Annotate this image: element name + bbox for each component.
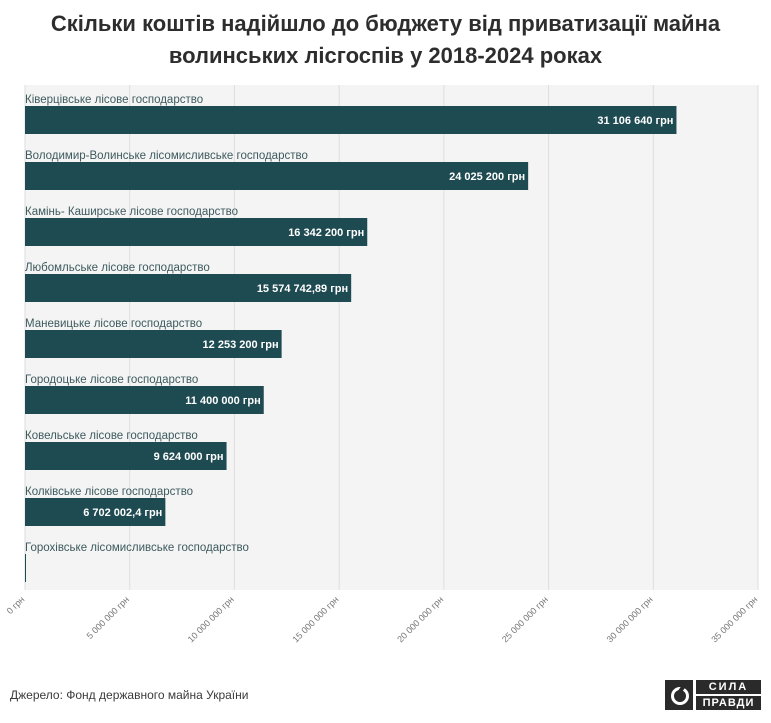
bar — [25, 330, 282, 358]
bar-value-label: 16 342 200 грн — [288, 227, 364, 239]
source-note: Джерело: Фонд державного майна України — [10, 688, 249, 702]
bar-value-label: 11 400 000 грн — [185, 395, 260, 407]
category-label: Городоцьке лісове господарство — [25, 374, 198, 386]
bar-chart: 0 грн 5 000 000 грн 10 000 000 грн 15 000 0… — [5, 85, 759, 644]
bar — [25, 442, 227, 470]
logo-mark-icon — [665, 680, 693, 710]
x-tick-label: 10 000 000 грн — [186, 594, 236, 644]
bar — [25, 162, 529, 190]
category-label: Маневицьке лісове господарство — [25, 318, 202, 330]
category-label: Ківерцівське лісове господарство — [25, 94, 203, 106]
bar — [25, 554, 26, 582]
category-label: Камінь- Каширське лісове господарство — [25, 206, 238, 218]
category-label: Колківське лісове господарство — [25, 486, 193, 498]
x-tick-label: 35 000 000 грн — [709, 594, 759, 644]
x-tick-label: 0 грн — [5, 594, 27, 616]
bar — [25, 218, 368, 246]
bar-value-label: 9 624 000 грн — [154, 451, 224, 463]
bar-value-label: 24 025 200 грн — [449, 171, 525, 183]
category-label: Володимир-Волинське лісомисливське госпо… — [25, 150, 308, 162]
bar-value-label: 6 702 002,4 грн — [83, 507, 162, 519]
brand-logo: СИЛА ПРАВДИ — [665, 680, 761, 710]
bar-value-label: 31 106 640 грн — [597, 115, 673, 127]
bar — [25, 386, 264, 414]
x-tick-label: 20 000 000 грн — [395, 594, 445, 644]
category-label: Горохівське лісомисливське господарство — [25, 542, 249, 554]
logo-word-1: СИЛА — [696, 680, 761, 694]
bar-value-label: 15 574 742,89 грн — [257, 283, 348, 295]
category-label: Любомльське лісове господарство — [25, 262, 210, 274]
bar — [25, 498, 166, 526]
x-tick-label: 5 000 000 грн — [85, 594, 132, 641]
category-label: Ковельське лісове господарство — [25, 430, 198, 442]
chart-title: Скільки коштів надійшло до бюджету від п… — [50, 11, 721, 68]
x-tick-label: 25 000 000 грн — [500, 594, 550, 644]
x-tick-label: 15 000 000 грн — [290, 594, 340, 644]
bar-value-label: 12 253 200 грн — [203, 339, 279, 351]
bar — [25, 274, 352, 302]
bar — [25, 106, 677, 134]
x-tick-label: 30 000 000 грн — [605, 594, 655, 644]
logo-word-2: ПРАВДИ — [696, 696, 761, 710]
